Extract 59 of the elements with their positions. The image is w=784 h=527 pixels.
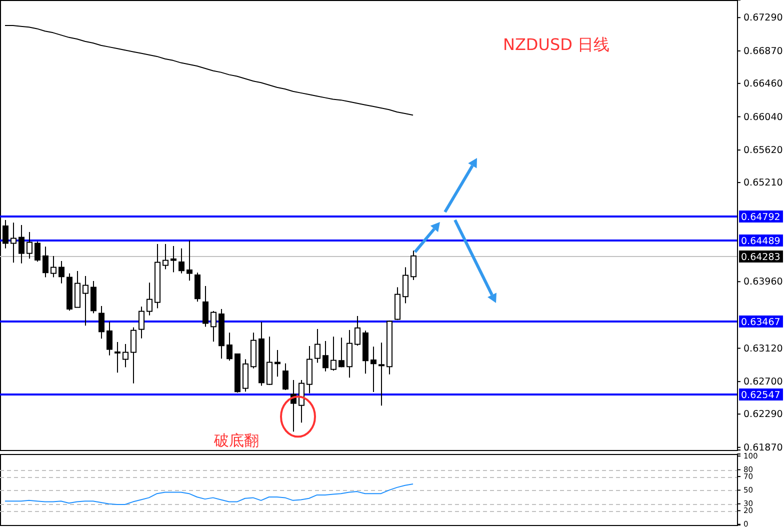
candlestick (346, 330, 352, 378)
candlestick (162, 243, 168, 270)
candlestick (298, 379, 304, 424)
text: NZDUSD 日线 (503, 35, 610, 54)
y-tick-label: 0.65210 (744, 178, 783, 189)
candlestick (90, 280, 96, 314)
annotation: 破底翻 (213, 432, 259, 450)
candlestick (42, 246, 48, 278)
ref-line-label: 0.63467 (741, 317, 780, 328)
candlestick (186, 240, 192, 282)
candlestick (130, 326, 136, 384)
candlestick (402, 266, 408, 304)
candlestick (98, 306, 104, 340)
candlestick (202, 286, 208, 328)
candlestick (354, 315, 360, 346)
candlestick (106, 321, 112, 356)
y-tick-label: 0.63120 (744, 343, 783, 354)
candlestick (178, 248, 184, 274)
y-tick-label: 0.62700 (744, 376, 783, 388)
candlestick (194, 272, 200, 302)
candlestick (322, 340, 328, 372)
candlestick (138, 306, 144, 339)
y-tick-label: 0.66460 (744, 78, 783, 90)
candlestick (378, 342, 384, 406)
candlestick (18, 224, 24, 264)
candlestick (210, 310, 216, 342)
candlestick (26, 232, 32, 260)
ref-line-label: 0.64489 (741, 236, 780, 247)
line-series (4, 484, 414, 506)
y-tick-label: 0.63960 (744, 276, 783, 288)
candlestick (410, 250, 416, 280)
candlestick (50, 255, 56, 278)
y-tick-label: 0.67290 (744, 12, 783, 24)
candlestick (266, 336, 272, 386)
candlestick (338, 337, 344, 368)
y-tick-label: 0.66040 (744, 112, 783, 123)
candlestick (146, 282, 152, 316)
ref-line-label: 0.62547 (741, 390, 780, 401)
y-tick-label: 0.62290 (744, 409, 783, 420)
candlestick (226, 332, 232, 362)
candlestick (330, 336, 336, 372)
candlestick (82, 275, 88, 326)
y-tick-label: 0.66870 (744, 46, 783, 57)
ref-line-label: 0.64792 (741, 212, 780, 223)
candlestick (314, 328, 320, 364)
candlestick (34, 241, 40, 262)
candlestick (274, 350, 280, 378)
candlestick (114, 342, 120, 374)
line-series (4, 25, 414, 116)
candlestick (10, 222, 16, 264)
candlestick (370, 346, 376, 392)
candlestick (282, 362, 288, 390)
candlestick (2, 219, 8, 249)
y-tick-label: 0.65620 (744, 145, 783, 156)
y-tick-label: 0.61870 (744, 442, 783, 454)
ref-line-label: 0.64283 (741, 252, 780, 263)
candlestick (122, 343, 128, 368)
candlestick (58, 260, 64, 284)
candlestick (170, 245, 176, 273)
